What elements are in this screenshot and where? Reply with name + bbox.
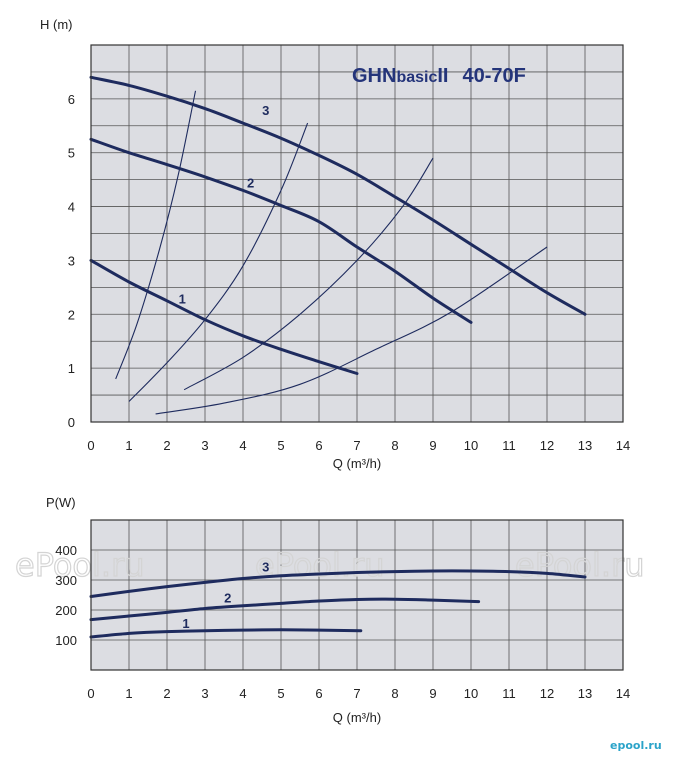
y-tick-label: 200 (55, 603, 77, 618)
x-tick-label: 13 (578, 438, 592, 453)
x-tick-label: 6 (315, 438, 322, 453)
x-tick-label: 13 (578, 686, 592, 701)
site-logo: epool.ru (610, 739, 662, 752)
x-tick-label: 2 (163, 438, 170, 453)
system-curve (183, 157, 434, 391)
x-tick-label: 9 (429, 438, 436, 453)
y-tick-label: 100 (55, 633, 77, 648)
y-tick-label: 5 (68, 146, 75, 161)
watermark-right: ePool.ru (515, 546, 645, 584)
x-tick-label: 1 (125, 438, 132, 453)
head-axis-label: H (m) (40, 17, 73, 32)
series-curve-1 (89, 628, 363, 639)
y-tick-label: 1 (68, 361, 75, 376)
head-chart-x-axis-label: Q (m³/h) (333, 456, 381, 471)
system-curves (115, 90, 548, 415)
x-tick-label: 14 (616, 686, 630, 701)
x-tick-label: 0 (87, 686, 94, 701)
x-tick-label: 2 (163, 686, 170, 701)
head-curves (89, 75, 587, 375)
power-chart-x-ticks: 0 1 2 3 4 5 6 7 8 9 10 11 12 13 14 (87, 686, 630, 701)
power-chart-frame (90, 519, 624, 671)
power-flow-chart: ePool.ru ePool.ru ePool.ru 0 1 2 3 4 5 6 7 8 9 10 1… (14, 495, 645, 725)
title-part-basic: basic (396, 69, 437, 86)
x-tick-label: 7 (353, 438, 360, 453)
head-chart-x-ticks: 0 1 2 3 4 5 6 7 8 9 10 11 12 13 14 (87, 438, 630, 453)
y-tick-label: 300 (55, 573, 77, 588)
watermark-left: ePool.ru (15, 546, 145, 584)
series-curve-1 (89, 258, 359, 375)
y-tick-label: 6 (68, 92, 75, 107)
x-tick-label: 6 (315, 686, 322, 701)
title-part-ii: II (437, 65, 448, 87)
head-curve-labels: 1 2 3 (179, 103, 270, 307)
x-tick-label: 5 (277, 686, 284, 701)
x-tick-label: 10 (464, 686, 478, 701)
curve-number-label: 3 (262, 560, 269, 575)
x-tick-label: 10 (464, 438, 478, 453)
x-tick-label: 3 (201, 686, 208, 701)
y-tick-label: 3 (68, 253, 75, 268)
x-tick-label: 8 (391, 438, 398, 453)
x-tick-label: 4 (239, 686, 246, 701)
series-curve-2 (89, 137, 473, 324)
head-chart-frame (90, 44, 624, 423)
x-tick-label: 12 (540, 686, 554, 701)
power-curve-labels: 1 2 3 (182, 560, 269, 631)
curve-number-label: 2 (224, 591, 231, 606)
system-curve (115, 90, 197, 380)
x-tick-label: 9 (429, 686, 436, 701)
curve-number-label: 1 (179, 292, 186, 307)
y-tick-label: 4 (68, 200, 75, 215)
y-tick-label: 0 (68, 415, 75, 430)
x-tick-label: 11 (502, 438, 516, 453)
power-axis-label: P(W) (46, 495, 76, 510)
chart-title: GHNbasicII 40-70F (352, 65, 526, 87)
system-curve (155, 246, 548, 415)
series-curve-3 (89, 75, 587, 316)
curve-number-label: 2 (247, 176, 254, 191)
power-curves (89, 569, 587, 639)
x-tick-label: 3 (201, 438, 208, 453)
x-tick-label: 4 (239, 438, 246, 453)
y-tick-label: 2 (68, 307, 75, 322)
power-chart-y-ticks: 100 200 300 400 (55, 543, 77, 648)
x-tick-label: 8 (391, 686, 398, 701)
x-tick-label: 12 (540, 438, 554, 453)
x-tick-label: 1 (125, 686, 132, 701)
title-part-ghn: GHN (352, 65, 396, 87)
power-chart-x-axis-label: Q (m³/h) (333, 710, 381, 725)
head-chart-y-ticks: 0 1 2 3 4 5 6 (68, 92, 75, 430)
series-curve-2 (89, 597, 481, 622)
y-tick-label: 400 (55, 543, 77, 558)
watermark-center: ePool.ru (255, 546, 385, 584)
x-tick-label: 0 (87, 438, 94, 453)
x-tick-label: 5 (277, 438, 284, 453)
x-tick-label: 11 (502, 686, 516, 701)
curve-number-label: 3 (262, 103, 269, 118)
series-curve-3 (89, 569, 587, 598)
title-part-model: 40-70F (463, 65, 526, 87)
x-tick-label: 7 (353, 686, 360, 701)
x-tick-label: 14 (616, 438, 630, 453)
curve-number-label: 1 (182, 616, 189, 631)
system-curve (128, 122, 309, 402)
